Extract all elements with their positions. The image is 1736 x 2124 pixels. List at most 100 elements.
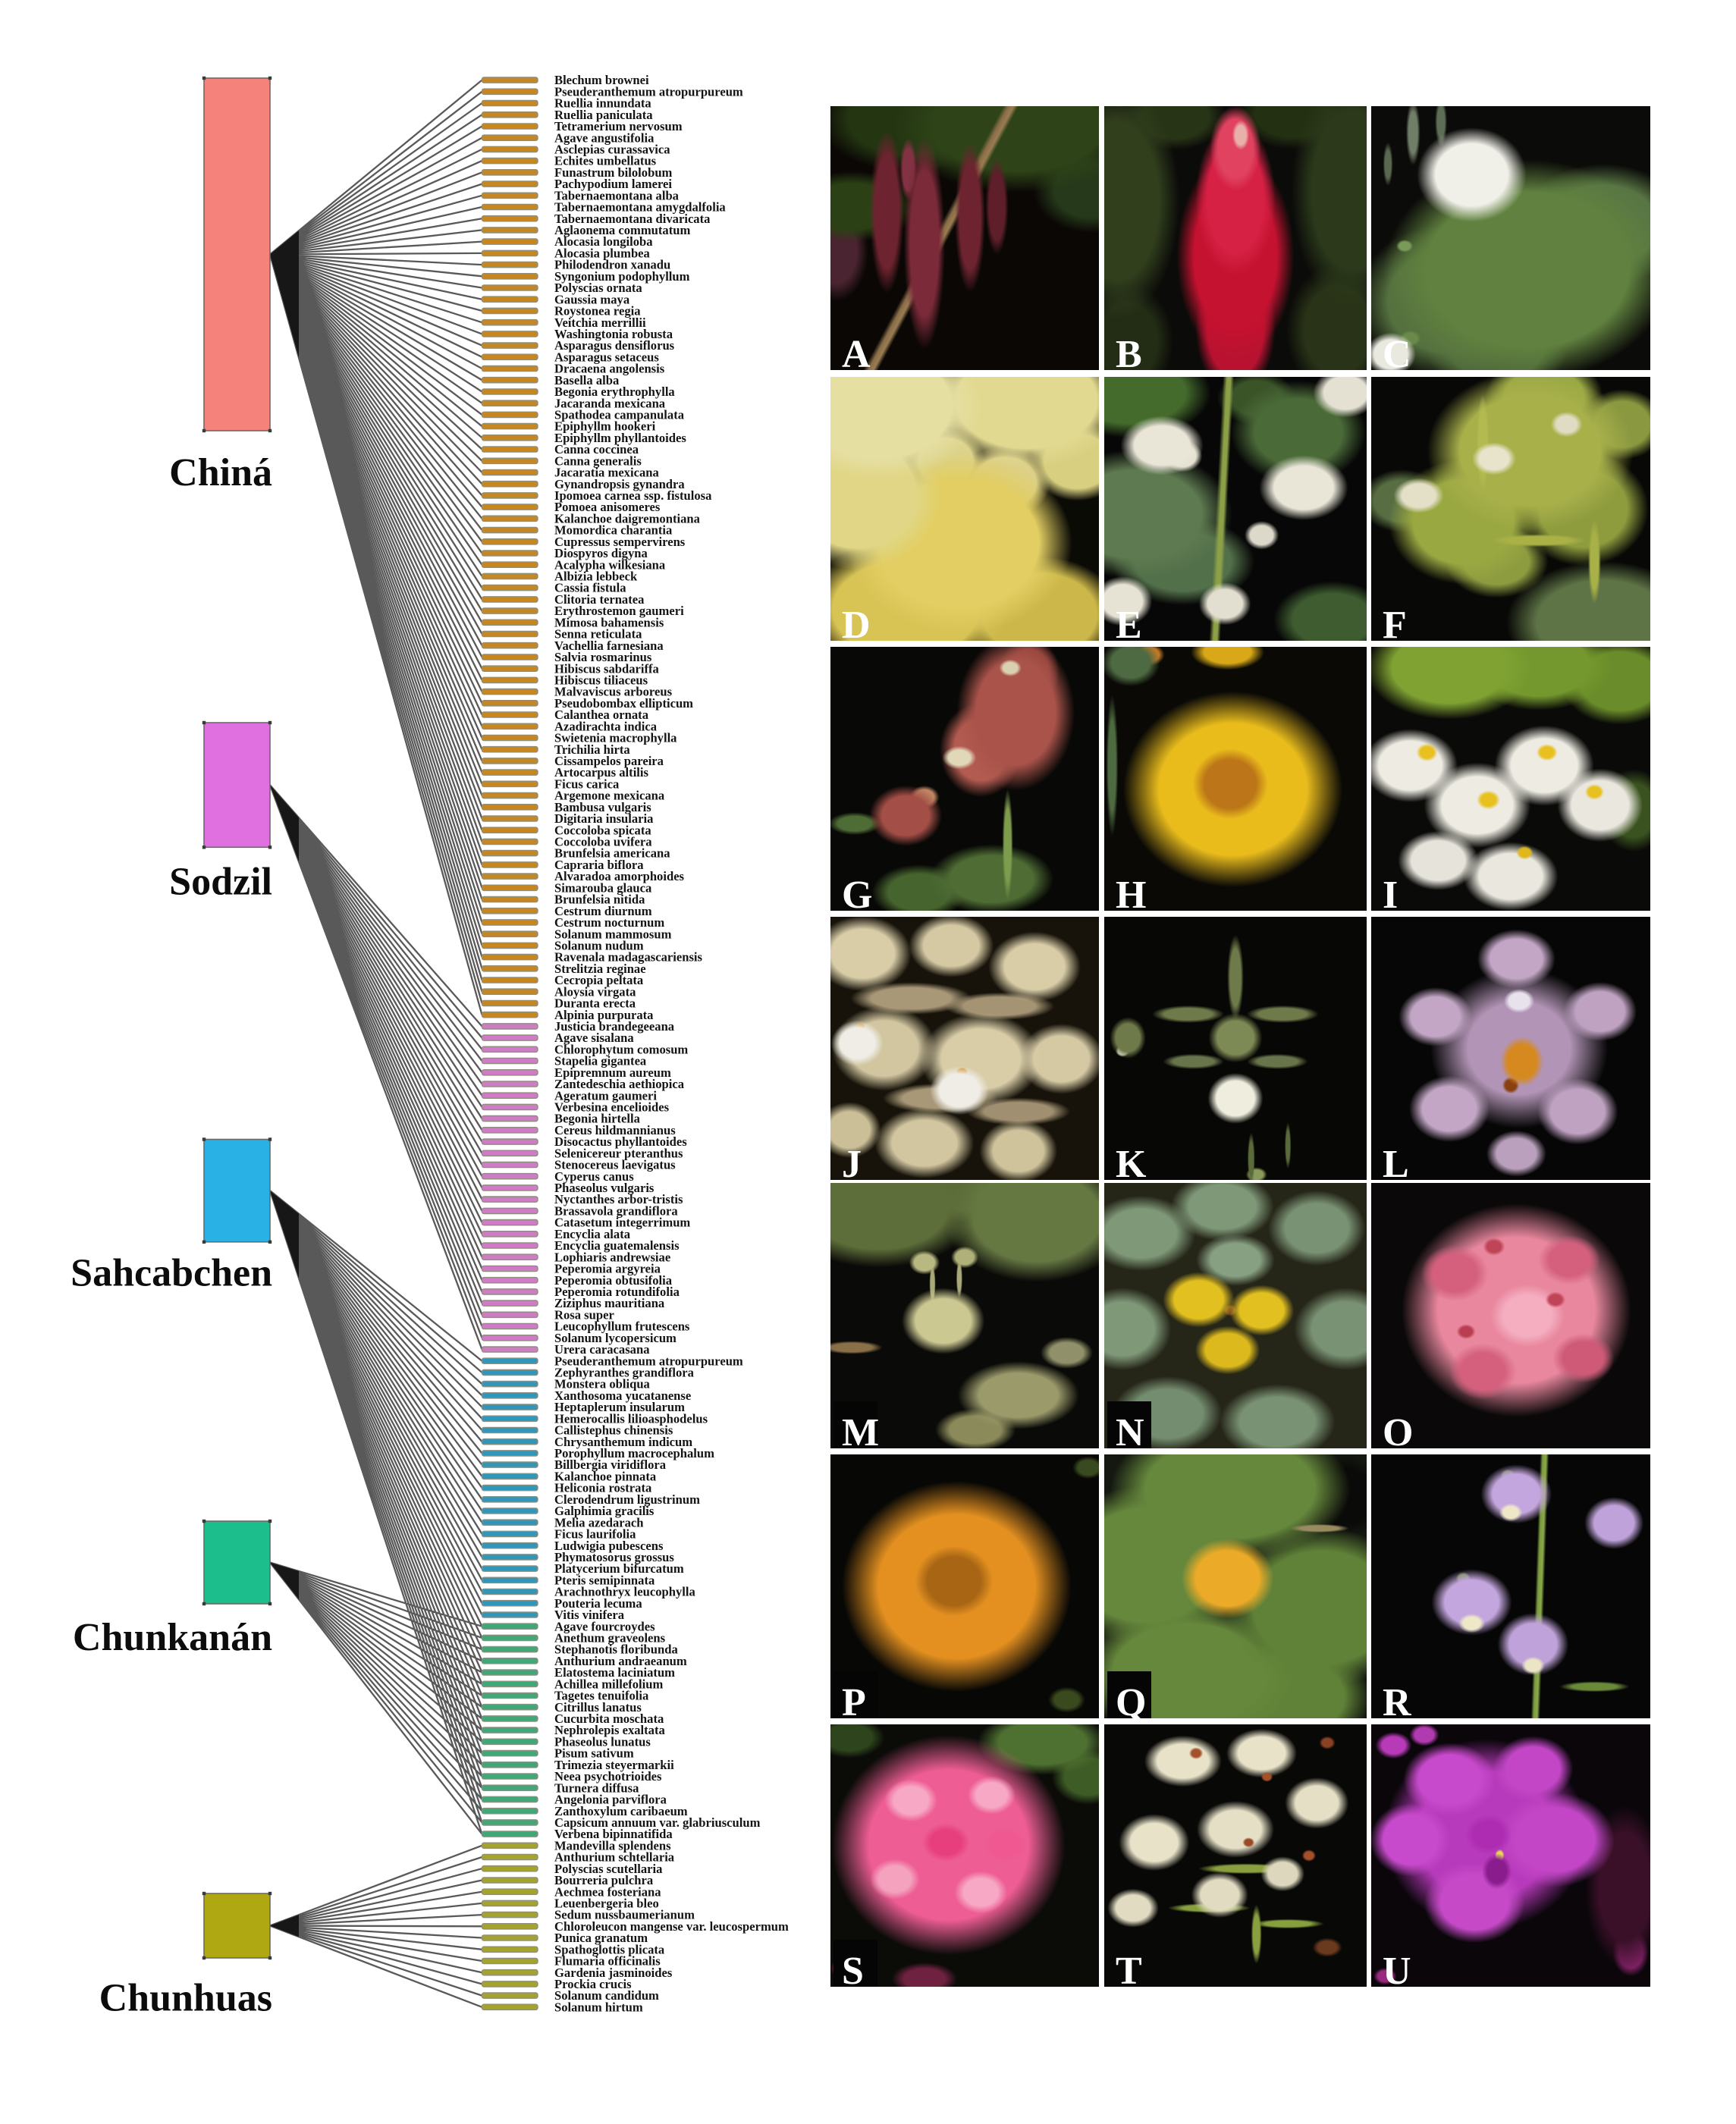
svg-text:Swietenia macrophylla: Swietenia macrophylla [554,731,677,745]
svg-text:Philodendron xanadu: Philodendron xanadu [554,258,670,272]
svg-text:Azadirachta indica: Azadirachta indica [554,719,658,733]
svg-text:Ziziphus mauritiana: Ziziphus mauritiana [554,1296,665,1310]
svg-text:Cyperus canus: Cyperus canus [554,1169,634,1184]
svg-text:Solanum lycopersicum: Solanum lycopersicum [554,1331,677,1345]
svg-text:Phymatosorus grossus: Phymatosorus grossus [554,1550,674,1564]
svg-text:Aloysia virgata: Aloysia virgata [554,984,636,999]
svg-text:Alocasia longiloba: Alocasia longiloba [554,234,653,249]
svg-text:Coccoloba spicata: Coccoloba spicata [554,823,651,837]
svg-text:Aglaonema commutatum: Aglaonema commutatum [554,223,690,237]
svg-text:Veitchia merrillii: Veitchia merrillii [554,315,646,330]
svg-text:Asparagus densiflorus: Asparagus densiflorus [554,338,675,353]
svg-text:Pouteria lecuma: Pouteria lecuma [554,1596,642,1611]
svg-text:Nyctanthes arbor-tristis: Nyctanthes arbor-tristis [554,1192,683,1206]
svg-text:Coccoloba uvifera: Coccoloba uvifera [554,835,652,849]
svg-text:Prockia crucis: Prockia crucis [554,1977,632,1991]
svg-text:Mandevilla splendens: Mandevilla splendens [554,1838,671,1853]
svg-text:Epipremnum aureum: Epipremnum aureum [554,1065,671,1080]
svg-text:Pachypodium lamerei: Pachypodium lamerei [554,177,672,191]
svg-text:Verbena bipinnatifida: Verbena bipinnatifida [554,1827,673,1841]
svg-text:Citrillus lanatus: Citrillus lanatus [554,1700,642,1715]
svg-text:Chunhuas: Chunhuas [99,1977,272,2020]
svg-text:Epiphyllm hookeri: Epiphyllm hookeri [554,419,656,434]
svg-text:Pteris semipinnata: Pteris semipinnata [554,1573,655,1587]
svg-text:Senna reticulata: Senna reticulata [554,627,642,642]
svg-text:Polyscias ornata: Polyscias ornata [554,281,642,295]
svg-text:Tagetes tenuifolia: Tagetes tenuifolia [554,1689,649,1703]
svg-text:Cereus hildmannianus: Cereus hildmannianus [554,1123,676,1137]
svg-text:Alocasia plumbea: Alocasia plumbea [554,246,651,261]
svg-text:Urera caracasana: Urera caracasana [554,1342,650,1357]
svg-text:Artocarpus altilis: Artocarpus altilis [554,765,649,780]
svg-text:Trichilia hirta: Trichilia hirta [554,742,630,757]
svg-text:Canna generalis: Canna generalis [554,453,642,468]
svg-text:Phaseolus lunatus: Phaseolus lunatus [554,1734,651,1749]
svg-text:Chrysanthemum indicum: Chrysanthemum indicum [554,1435,692,1449]
svg-text:Ravenala madagascariensis: Ravenala madagascariensis [554,950,703,965]
svg-text:Peperomia argyreia: Peperomia argyreia [554,1262,661,1276]
svg-text:Stapelia gigantea: Stapelia gigantea [554,1054,647,1068]
svg-text:Pomoea anisomeres: Pomoea anisomeres [554,500,661,514]
svg-text:Cassia fistula: Cassia fistula [554,581,626,595]
svg-text:Blechum brownei: Blechum brownei [554,73,649,87]
svg-text:Tabernaemontana amygdalfolia: Tabernaemontana amygdalfolia [554,200,726,215]
svg-text:Begonia erythrophylla: Begonia erythrophylla [554,384,675,399]
svg-text:Pseuderanthemum atropurpureum: Pseuderanthemum atropurpureum [554,84,743,99]
svg-text:Turnera diffusa: Turnera diffusa [554,1780,639,1795]
svg-text:Peperomia rotundifolia: Peperomia rotundifolia [554,1285,680,1299]
svg-text:Xanthosoma yucatanense: Xanthosoma yucatanense [554,1388,691,1403]
svg-text:Encyclia alata: Encyclia alata [554,1227,631,1241]
svg-text:Lophiaris andrewsiae: Lophiaris andrewsiae [554,1250,670,1264]
svg-text:Asclepias curassavica: Asclepias curassavica [554,143,670,157]
svg-text:Kalanchoe daigremontiana: Kalanchoe daigremontiana [554,511,701,526]
svg-text:Hibiscus tiliaceus: Hibiscus tiliaceus [554,673,648,688]
svg-text:Capsicum annuum var. glabriusc: Capsicum annuum var. glabriusculum [554,1815,761,1830]
svg-text:Neea psychotrioides: Neea psychotrioides [554,1769,662,1784]
svg-text:Galphimia gracilis: Galphimia gracilis [554,1504,655,1518]
svg-text:Flumaria officinalis: Flumaria officinalis [554,1954,661,1969]
svg-text:Calanthea ornata: Calanthea ornata [554,707,649,722]
svg-text:Salvia rosmarinus: Salvia rosmarinus [554,650,652,664]
svg-text:Hibiscus sabdariffa: Hibiscus sabdariffa [554,661,660,676]
svg-text:Funastrum bilolobum: Funastrum bilolobum [554,165,673,180]
svg-text:Solanum candidum: Solanum candidum [554,1988,659,2003]
svg-text:Canna coccinea: Canna coccinea [554,442,639,456]
svg-text:Diospyros digyna: Diospyros digyna [554,546,648,560]
svg-text:Roystonea regia: Roystonea regia [554,304,641,318]
svg-text:Agave sisalana: Agave sisalana [554,1031,634,1045]
svg-text:Stephanotis floribunda: Stephanotis floribunda [554,1642,678,1657]
svg-text:Catasetum integerrimum: Catasetum integerrimum [554,1216,690,1230]
svg-text:Anethum graveolens: Anethum graveolens [554,1631,666,1646]
svg-text:Tabernaemontana alba: Tabernaemontana alba [554,188,680,202]
svg-text:Arachnothryx leucophylla: Arachnothryx leucophylla [554,1585,695,1599]
svg-text:Kalanchoe pinnata: Kalanchoe pinnata [554,1470,657,1484]
svg-text:Verbesina encelioides: Verbesina encelioides [554,1100,670,1115]
svg-text:Cestrum diurnum: Cestrum diurnum [554,904,652,918]
svg-text:Zephyranthes grandiflora: Zephyranthes grandiflora [554,1366,695,1380]
svg-text:Syngonium podophyllum: Syngonium podophyllum [554,269,690,284]
svg-text:Solanum mammosum: Solanum mammosum [554,927,672,941]
svg-text:Epiphyllm phyllantoides: Epiphyllm phyllantoides [554,431,686,445]
svg-text:Anthurium andraeanum: Anthurium andraeanum [554,1654,687,1668]
svg-text:Clerodendrum ligustrinum: Clerodendrum ligustrinum [554,1492,700,1507]
svg-text:Chlorophytum comosum: Chlorophytum comosum [554,1042,688,1056]
svg-text:Anthurium schtellaria: Anthurium schtellaria [554,1850,675,1865]
svg-text:Heptaplerum insularum: Heptaplerum insularum [554,1400,685,1414]
svg-text:Bourreria pulchra: Bourreria pulchra [554,1873,654,1887]
svg-text:Tetramerium nervosum: Tetramerium nervosum [554,119,683,133]
svg-text:Aechmea fosteriana: Aechmea fosteriana [554,1884,661,1899]
svg-text:Washingtonia robusta: Washingtonia robusta [554,327,673,341]
svg-text:Malvaviscus arboreus: Malvaviscus arboreus [554,685,673,699]
svg-text:Spathodea campanulata: Spathodea campanulata [554,408,685,422]
svg-text:Punica granatum: Punica granatum [554,1931,648,1945]
svg-text:Duranta erecta: Duranta erecta [554,996,636,1011]
svg-text:Nephrolepis exaltata: Nephrolepis exaltata [554,1723,666,1737]
svg-text:Tabernaemontana divaricata: Tabernaemontana divaricata [554,212,711,226]
svg-text:Ipomoea carnea ssp. fistulosa: Ipomoea carnea ssp. fistulosa [554,488,712,503]
svg-text:Cupressus sempervirens: Cupressus sempervirens [554,535,686,549]
svg-text:Digitaria insularia: Digitaria insularia [554,811,654,826]
svg-text:Callistephus chinensis: Callistephus chinensis [554,1423,673,1438]
svg-text:Stenocereus laevigatus: Stenocereus laevigatus [554,1158,676,1172]
svg-text:Albizia lebbeck: Albizia lebbeck [554,569,638,584]
svg-text:Capraria biflora: Capraria biflora [554,858,644,872]
